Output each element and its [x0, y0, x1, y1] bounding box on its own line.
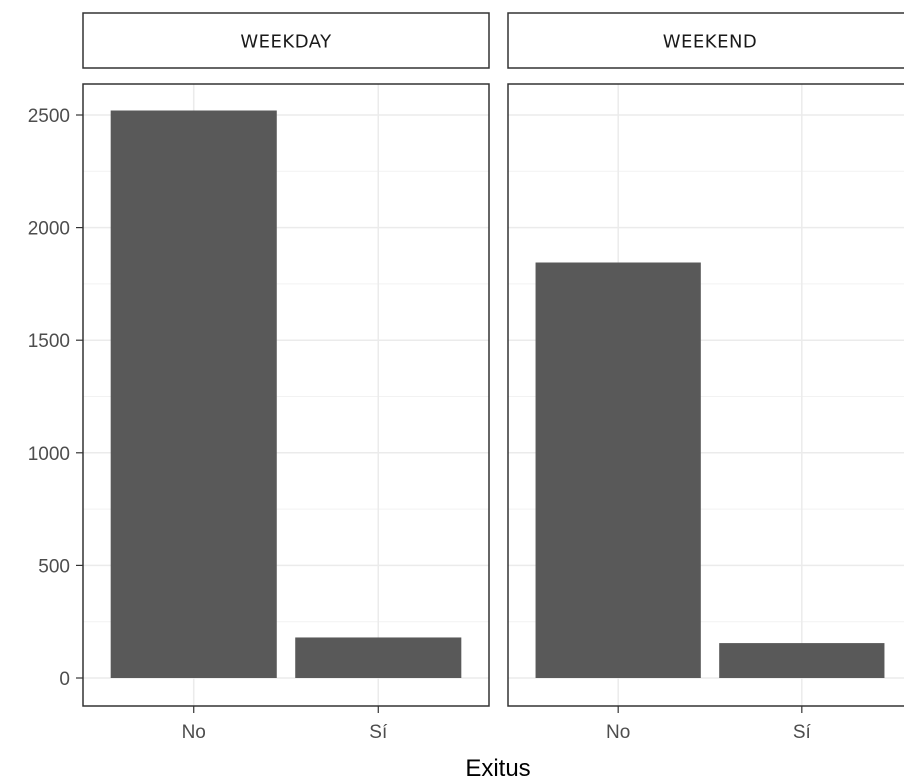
y-tick-label: 1500	[28, 331, 70, 352]
bar-weekday-no	[110, 110, 277, 679]
y-tick-label: 1000	[28, 444, 70, 465]
y-tick-label: 0	[59, 669, 70, 690]
bar-weekend-si	[719, 643, 885, 678]
x-tick-label: No	[182, 722, 206, 743]
bar-weekend-no	[535, 262, 701, 678]
y-tick-label: 2000	[28, 219, 70, 240]
panel-border	[82, 83, 490, 707]
facet-strip-label: WEEKDAY	[240, 32, 332, 53]
facet-strip-label: WEEKEND	[663, 32, 758, 53]
y-tick-label: 500	[38, 556, 70, 577]
x-axis-title: Exitus	[465, 755, 530, 782]
facet-strip	[507, 12, 904, 69]
facet-panel-weekend: WEEKEND No Sí	[507, 12, 904, 743]
y-axis: 0 500 1000 1500 2000 2500	[28, 106, 83, 690]
x-tick-label: Sí	[793, 722, 812, 743]
x-tick-label: Sí	[369, 722, 388, 743]
y-tick-label: 2500	[28, 106, 70, 127]
chart-panels: WEEKDAY No Sí WEEKEND No Sí	[82, 12, 904, 743]
facet-strip	[82, 12, 490, 69]
panel-border	[507, 83, 904, 707]
facet-panel-weekday: WEEKDAY No Sí	[82, 12, 490, 743]
x-tick-label: No	[606, 722, 630, 743]
bar-weekday-si	[295, 637, 462, 678]
